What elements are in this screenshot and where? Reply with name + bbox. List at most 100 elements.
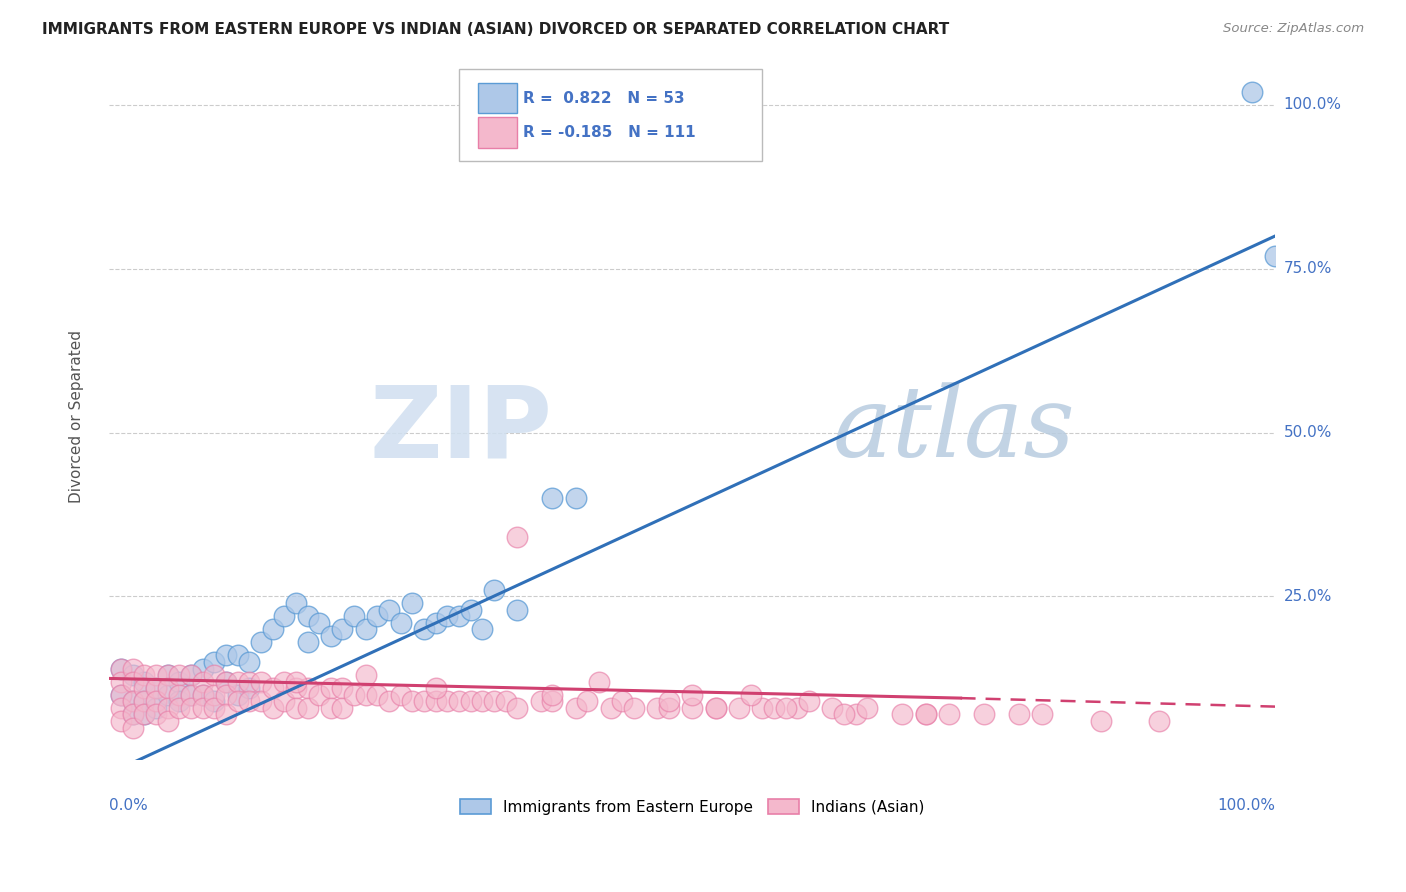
Point <box>775 701 797 715</box>
Text: 0.0%: 0.0% <box>110 798 148 814</box>
Point <box>332 701 354 715</box>
Point <box>482 694 505 708</box>
Point <box>354 622 377 636</box>
Point <box>191 688 214 702</box>
Point <box>121 674 143 689</box>
Point <box>121 721 143 735</box>
Point <box>506 602 529 616</box>
Point <box>623 701 645 715</box>
Text: R = -0.185   N = 111: R = -0.185 N = 111 <box>523 125 696 140</box>
Point <box>134 694 156 708</box>
Point <box>167 701 190 715</box>
Point <box>389 615 412 630</box>
Point <box>121 668 143 682</box>
Point <box>167 674 190 689</box>
Point <box>332 681 354 696</box>
Point <box>180 688 202 702</box>
Point <box>134 694 156 708</box>
Point <box>647 701 669 715</box>
Text: atlas: atlas <box>832 383 1076 477</box>
Point <box>308 615 330 630</box>
Point <box>319 701 342 715</box>
Point <box>612 694 634 708</box>
Point <box>658 694 681 708</box>
Point <box>180 701 202 715</box>
Point <box>425 615 447 630</box>
Point <box>797 694 820 708</box>
Point <box>284 681 307 696</box>
Point <box>762 701 785 715</box>
Point <box>319 629 342 643</box>
Point <box>191 662 214 676</box>
Point <box>425 681 447 696</box>
Point <box>121 707 143 722</box>
Point <box>471 622 494 636</box>
Point <box>250 694 273 708</box>
Point <box>121 662 143 676</box>
Point <box>541 491 564 505</box>
Point <box>202 701 225 715</box>
Point <box>821 701 844 715</box>
Point <box>378 694 401 708</box>
Point <box>751 701 773 715</box>
Point <box>1008 707 1031 722</box>
Point <box>262 681 284 696</box>
Point <box>167 668 190 682</box>
Point <box>389 688 412 702</box>
Point <box>156 668 179 682</box>
Point <box>145 681 167 696</box>
Legend: Immigrants from Eastern Europe, Indians (Asian): Immigrants from Eastern Europe, Indians … <box>460 798 925 814</box>
Point <box>156 714 179 728</box>
Point <box>541 688 564 702</box>
Point <box>564 701 586 715</box>
Point <box>134 681 156 696</box>
Point <box>401 596 423 610</box>
Point <box>425 694 447 708</box>
FancyBboxPatch shape <box>460 69 762 161</box>
Point <box>110 662 132 676</box>
Point <box>191 701 214 715</box>
Point <box>110 714 132 728</box>
Point <box>704 701 727 715</box>
Point <box>506 701 529 715</box>
Point <box>449 609 471 624</box>
Point <box>506 531 529 545</box>
Point <box>681 688 703 702</box>
Text: 75.0%: 75.0% <box>1284 261 1331 277</box>
Point <box>366 688 388 702</box>
Point <box>167 694 190 708</box>
Point <box>284 674 307 689</box>
Point <box>436 694 458 708</box>
Point <box>1147 714 1170 728</box>
Point <box>110 662 132 676</box>
Point <box>134 674 156 689</box>
Point <box>297 609 319 624</box>
Point <box>366 609 388 624</box>
Point <box>914 707 936 722</box>
Point <box>856 701 879 715</box>
Point <box>250 674 273 689</box>
Point <box>180 688 202 702</box>
Point <box>121 694 143 708</box>
Text: Source: ZipAtlas.com: Source: ZipAtlas.com <box>1223 22 1364 36</box>
Point <box>238 674 260 689</box>
Point <box>541 694 564 708</box>
Point <box>319 681 342 696</box>
Point <box>262 622 284 636</box>
Point <box>728 701 751 715</box>
Point <box>167 688 190 702</box>
Text: 50.0%: 50.0% <box>1284 425 1331 440</box>
Point <box>110 701 132 715</box>
Point <box>471 694 494 708</box>
Point <box>156 701 179 715</box>
Point <box>436 609 458 624</box>
Point <box>273 609 295 624</box>
Point <box>297 681 319 696</box>
Point <box>134 707 156 722</box>
Text: 25.0%: 25.0% <box>1284 589 1331 604</box>
Point <box>343 609 366 624</box>
Point <box>134 668 156 682</box>
Point <box>588 674 610 689</box>
Point <box>401 694 423 708</box>
Point <box>681 701 703 715</box>
